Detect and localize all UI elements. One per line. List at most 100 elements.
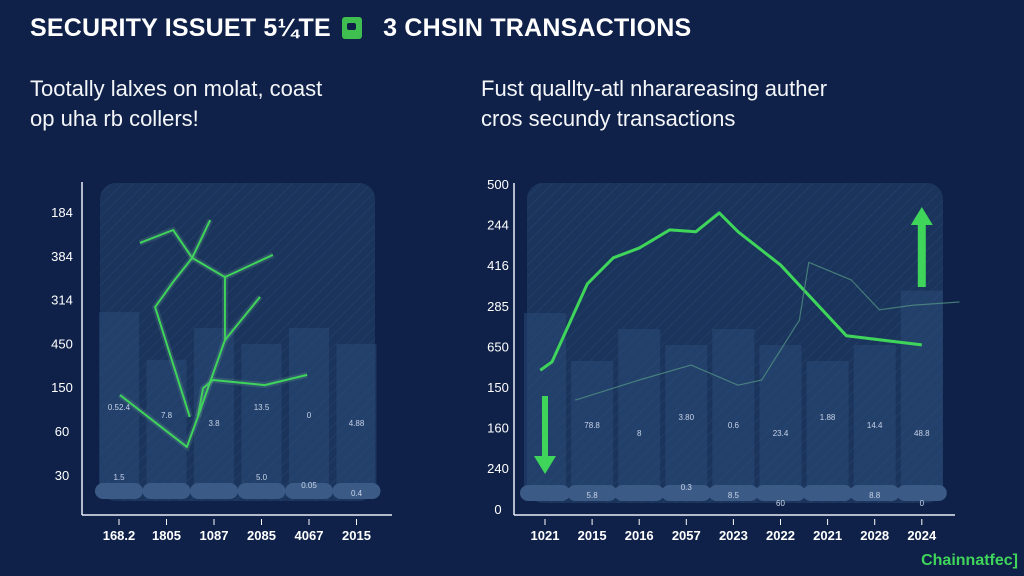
column-base (755, 485, 806, 501)
y-tick-label: 150 (487, 380, 509, 395)
column-bar (618, 329, 661, 489)
column-base (802, 485, 853, 501)
column-base (142, 483, 191, 499)
y-tick-label: 416 (487, 258, 509, 273)
value-label: 78.8 (584, 421, 600, 430)
value-label: 0 (307, 411, 312, 420)
value-label: 0.52.4 (108, 403, 131, 412)
shield-icon (342, 17, 362, 39)
value-label: 1.88 (820, 413, 836, 422)
series-line-path-d (224, 296, 261, 341)
y-tick-label: 0 (494, 502, 501, 517)
y-tick-label: 160 (487, 421, 509, 436)
x-tick-label: 168.2 (103, 528, 136, 543)
value-label: 8.5 (728, 491, 740, 500)
column-base (708, 485, 759, 501)
column-bar (806, 361, 849, 489)
column-bar (712, 329, 755, 489)
y-tick-label: 184 (51, 205, 73, 220)
column-bar (99, 312, 139, 487)
x-tick-label: 2021 (813, 528, 842, 543)
x-tick-label: 2015 (578, 528, 607, 543)
column-bar (289, 328, 329, 487)
x-tick-label: 2028 (860, 528, 889, 543)
value-label: 0 (920, 499, 925, 508)
x-tick-label: 2022 (766, 528, 795, 543)
column-bar (853, 345, 896, 489)
x-tick-label: 4067 (295, 528, 324, 543)
series-line-path-f (191, 219, 212, 259)
value-label: 4.88 (349, 419, 365, 428)
column-base (237, 483, 286, 499)
column-bar (146, 359, 187, 487)
x-tick-label: 2015 (342, 528, 371, 543)
series-line-secondary-trend (574, 261, 960, 401)
value-label: 14.4 (867, 421, 883, 430)
series-line-path-c (224, 253, 274, 279)
page-title: SECURITY ISSUET 5¼TE 3 CHSIN TRANSACTION… (30, 14, 691, 43)
right-subtitle: Fust quallty-atl nharareasing auther cro… (481, 76, 828, 131)
value-label: 7.8 (161, 411, 173, 420)
y-tick-label: 244 (487, 218, 509, 233)
value-label: 5.8 (587, 491, 599, 500)
value-label: 3.8 (208, 419, 220, 428)
column-base (332, 483, 381, 499)
title-part-2: 3 CHSIN TRANSACTIONS (383, 14, 692, 42)
x-tick-label: 2023 (719, 528, 748, 543)
x-tick-label: 1021 (531, 528, 560, 543)
series-line-main-trend (539, 211, 922, 372)
brand-logo: Chainnatfec] (921, 552, 1018, 569)
chart-panel (100, 183, 375, 501)
column-base (95, 483, 143, 499)
y-tick-label: 450 (51, 336, 73, 351)
value-label: 48.8 (914, 429, 930, 438)
value-label: 0.05 (301, 481, 317, 490)
series-line-path-b (139, 229, 226, 418)
column-bar (336, 343, 377, 487)
column-base (520, 485, 570, 501)
column-bar (900, 290, 943, 489)
value-label: 3.80 (679, 413, 695, 422)
y-tick-label: 60 (55, 424, 69, 439)
chart-1: 168.2 1805 1087 2085 4067 2015 0.52.4 1.5 7.8 3.8… (51, 182, 392, 543)
value-label: 8 (637, 429, 642, 438)
y-tick-label: 240 (487, 461, 509, 476)
value-label: 13.5 (254, 403, 270, 412)
value-label: 0.6 (728, 421, 740, 430)
value-label: 60 (776, 499, 785, 508)
y-tick-label: 650 (487, 339, 509, 354)
value-label: 8.8 (869, 491, 881, 500)
left-subtitle: Tootally lalxes on molat, coast op uha r… (30, 76, 323, 131)
value-label: 1.5 (113, 473, 125, 482)
value-label: 5.0 (256, 473, 268, 482)
title-part-1: SECURITY ISSUET 5¼TE (30, 14, 331, 42)
x-tick-label: 2016 (625, 528, 654, 543)
x-tick-label: 2024 (907, 528, 937, 543)
column-base (896, 485, 947, 501)
column-base (661, 485, 712, 501)
arrow-up-icon (910, 207, 933, 287)
x-tick-label: 2057 (672, 528, 701, 543)
y-tick-label: 30 (55, 468, 69, 483)
y-tick-label: 384 (51, 249, 73, 264)
y-tick-label: 314 (51, 293, 73, 308)
value-label: 0.3 (681, 483, 693, 492)
series-line-path-a (119, 373, 308, 448)
x-tick-label: 1805 (152, 528, 181, 543)
series-line-path-e (154, 257, 193, 418)
y-tick-label: 150 (51, 380, 73, 395)
value-label: 0.4 (351, 489, 363, 498)
x-tick-label: 2085 (247, 528, 276, 543)
x-tick-label: 1087 (200, 528, 229, 543)
chart-2: 1021 2015 2016 2057 2023 2022 2021 2028 2024 78.8… (487, 177, 960, 543)
column-base (849, 485, 900, 501)
arrow-down-icon (534, 396, 556, 474)
value-label: 23.4 (773, 429, 789, 438)
column-base (567, 485, 618, 501)
y-tick-label: 500 (487, 177, 509, 192)
column-base (285, 483, 333, 499)
column-bar (571, 361, 614, 489)
column-base (614, 485, 665, 501)
column-base (190, 483, 238, 499)
